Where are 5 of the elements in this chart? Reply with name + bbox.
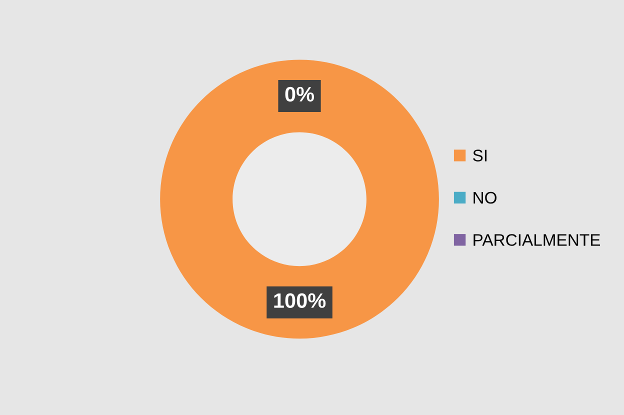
legend-label: PARCIALMENTE [474,234,600,246]
legend-label: NO [474,192,496,204]
legend-label: SI [473,150,487,162]
data-label: 100% [274,293,326,308]
text: 0% [285,86,314,102]
